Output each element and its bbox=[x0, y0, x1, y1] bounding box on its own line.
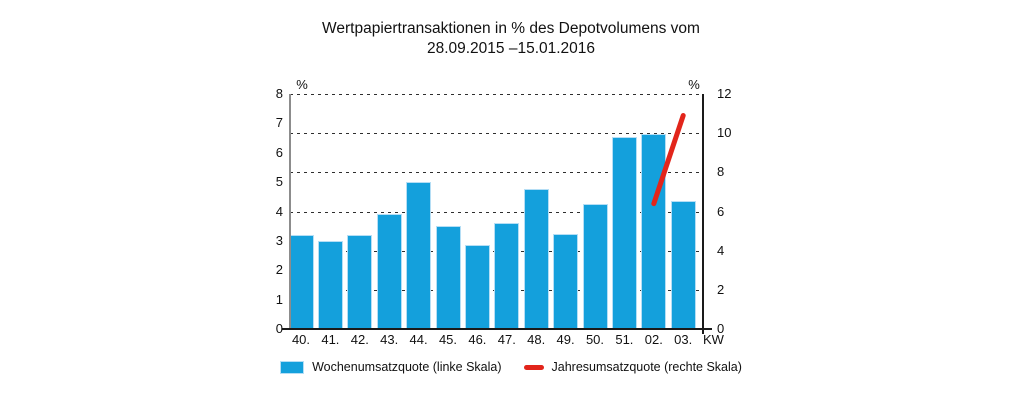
right-tick-4: 4 bbox=[717, 242, 725, 258]
x-tick-kw-48: 48. bbox=[527, 332, 546, 347]
left-tick-8: 8 bbox=[275, 86, 283, 101]
x-tick-kw-42: 42. bbox=[350, 332, 369, 347]
left-tick-5: 5 bbox=[275, 174, 283, 190]
bar-kw-45 bbox=[435, 226, 461, 329]
gridline-right-10 bbox=[290, 133, 703, 135]
left-tick-1: 1 bbox=[275, 291, 283, 307]
line-swatch-icon bbox=[523, 364, 544, 370]
bar-kw-46 bbox=[464, 245, 490, 329]
line-series-layer bbox=[651, 113, 686, 207]
legend-label-weekly: Wochenumsatzquote (linke Skala) bbox=[312, 360, 502, 374]
legend: Wochenumsatzquote (linke Skala) Jahresum… bbox=[0, 360, 1022, 374]
right-y-axis-line bbox=[702, 94, 704, 334]
x-axis-unit-label: KW bbox=[703, 332, 724, 347]
right-tick-6: 6 bbox=[717, 203, 725, 219]
bar-kw-41 bbox=[317, 240, 343, 329]
x-tick-kw-02: 02. bbox=[644, 332, 663, 347]
x-tick-kw-51: 51. bbox=[615, 332, 634, 347]
bar-kw-03 bbox=[670, 201, 696, 329]
right-tick-8: 8 bbox=[717, 164, 725, 180]
chart-title-line2: 28.09.2015 –15.01.2016 bbox=[426, 40, 596, 57]
bar-kw-40 bbox=[288, 235, 314, 329]
bar-swatch-icon bbox=[280, 360, 305, 374]
bar-kw-48 bbox=[523, 189, 549, 329]
left-tick-0: 0 bbox=[275, 321, 283, 336]
chart-title: Wertpapiertransaktionen in % des Depotvo… bbox=[0, 19, 1022, 59]
legend-label-yearly: Jahresumsatzquote (rechte Skala) bbox=[551, 360, 742, 374]
right-tick-2: 2 bbox=[717, 281, 725, 297]
bar-kw-44 bbox=[406, 182, 432, 329]
bar-kw-47 bbox=[494, 223, 520, 329]
left-y-axis-line bbox=[289, 94, 291, 329]
x-tick-kw-03: 03. bbox=[674, 332, 693, 347]
x-tick-kw-45: 45. bbox=[438, 332, 458, 347]
left-tick-4: 4 bbox=[275, 203, 283, 219]
gridline-right-12 bbox=[290, 94, 703, 95]
x-axis-line bbox=[282, 327, 712, 330]
x-tick-kw-47: 47. bbox=[497, 332, 516, 347]
x-tick-kw-50: 50. bbox=[585, 332, 605, 347]
left-tick-3: 3 bbox=[275, 232, 283, 248]
x-tick-kw-44: 44. bbox=[409, 332, 428, 347]
gridline-right-8 bbox=[290, 172, 703, 174]
right-tick-0: 0 bbox=[717, 321, 725, 336]
x-tick-kw-46: 46. bbox=[468, 332, 487, 347]
legend-item-weekly: Wochenumsatzquote (linke Skala) bbox=[280, 360, 502, 374]
bar-kw-49 bbox=[553, 233, 579, 329]
gridline-right-6 bbox=[290, 211, 703, 213]
left-tick-7: 7 bbox=[275, 115, 283, 131]
chart-title-line1: Wertpapiertransaktionen in % des Depotvo… bbox=[322, 20, 700, 37]
bar-kw-02 bbox=[641, 133, 667, 329]
right-tick-12: 12 bbox=[717, 86, 732, 101]
right-tick-10: 10 bbox=[717, 125, 732, 141]
yearly-rate-line bbox=[651, 113, 686, 207]
left-tick-6: 6 bbox=[275, 144, 283, 160]
bar-kw-43 bbox=[376, 214, 402, 329]
x-tick-kw-40: 40. bbox=[291, 332, 311, 347]
bar-kw-42 bbox=[347, 235, 373, 329]
bar-kw-51 bbox=[611, 136, 637, 329]
x-tick-kw-49: 49. bbox=[556, 332, 575, 347]
right-axis-unit-label: % bbox=[688, 77, 700, 92]
plot-area bbox=[288, 94, 703, 329]
left-axis-unit-label: % bbox=[296, 77, 308, 92]
legend-item-yearly: Jahresumsatzquote (rechte Skala) bbox=[523, 360, 742, 374]
bar-kw-50 bbox=[582, 204, 608, 329]
left-tick-2: 2 bbox=[275, 262, 283, 278]
x-tick-kw-43: 43. bbox=[380, 332, 399, 347]
x-tick-kw-41: 41. bbox=[321, 332, 340, 347]
